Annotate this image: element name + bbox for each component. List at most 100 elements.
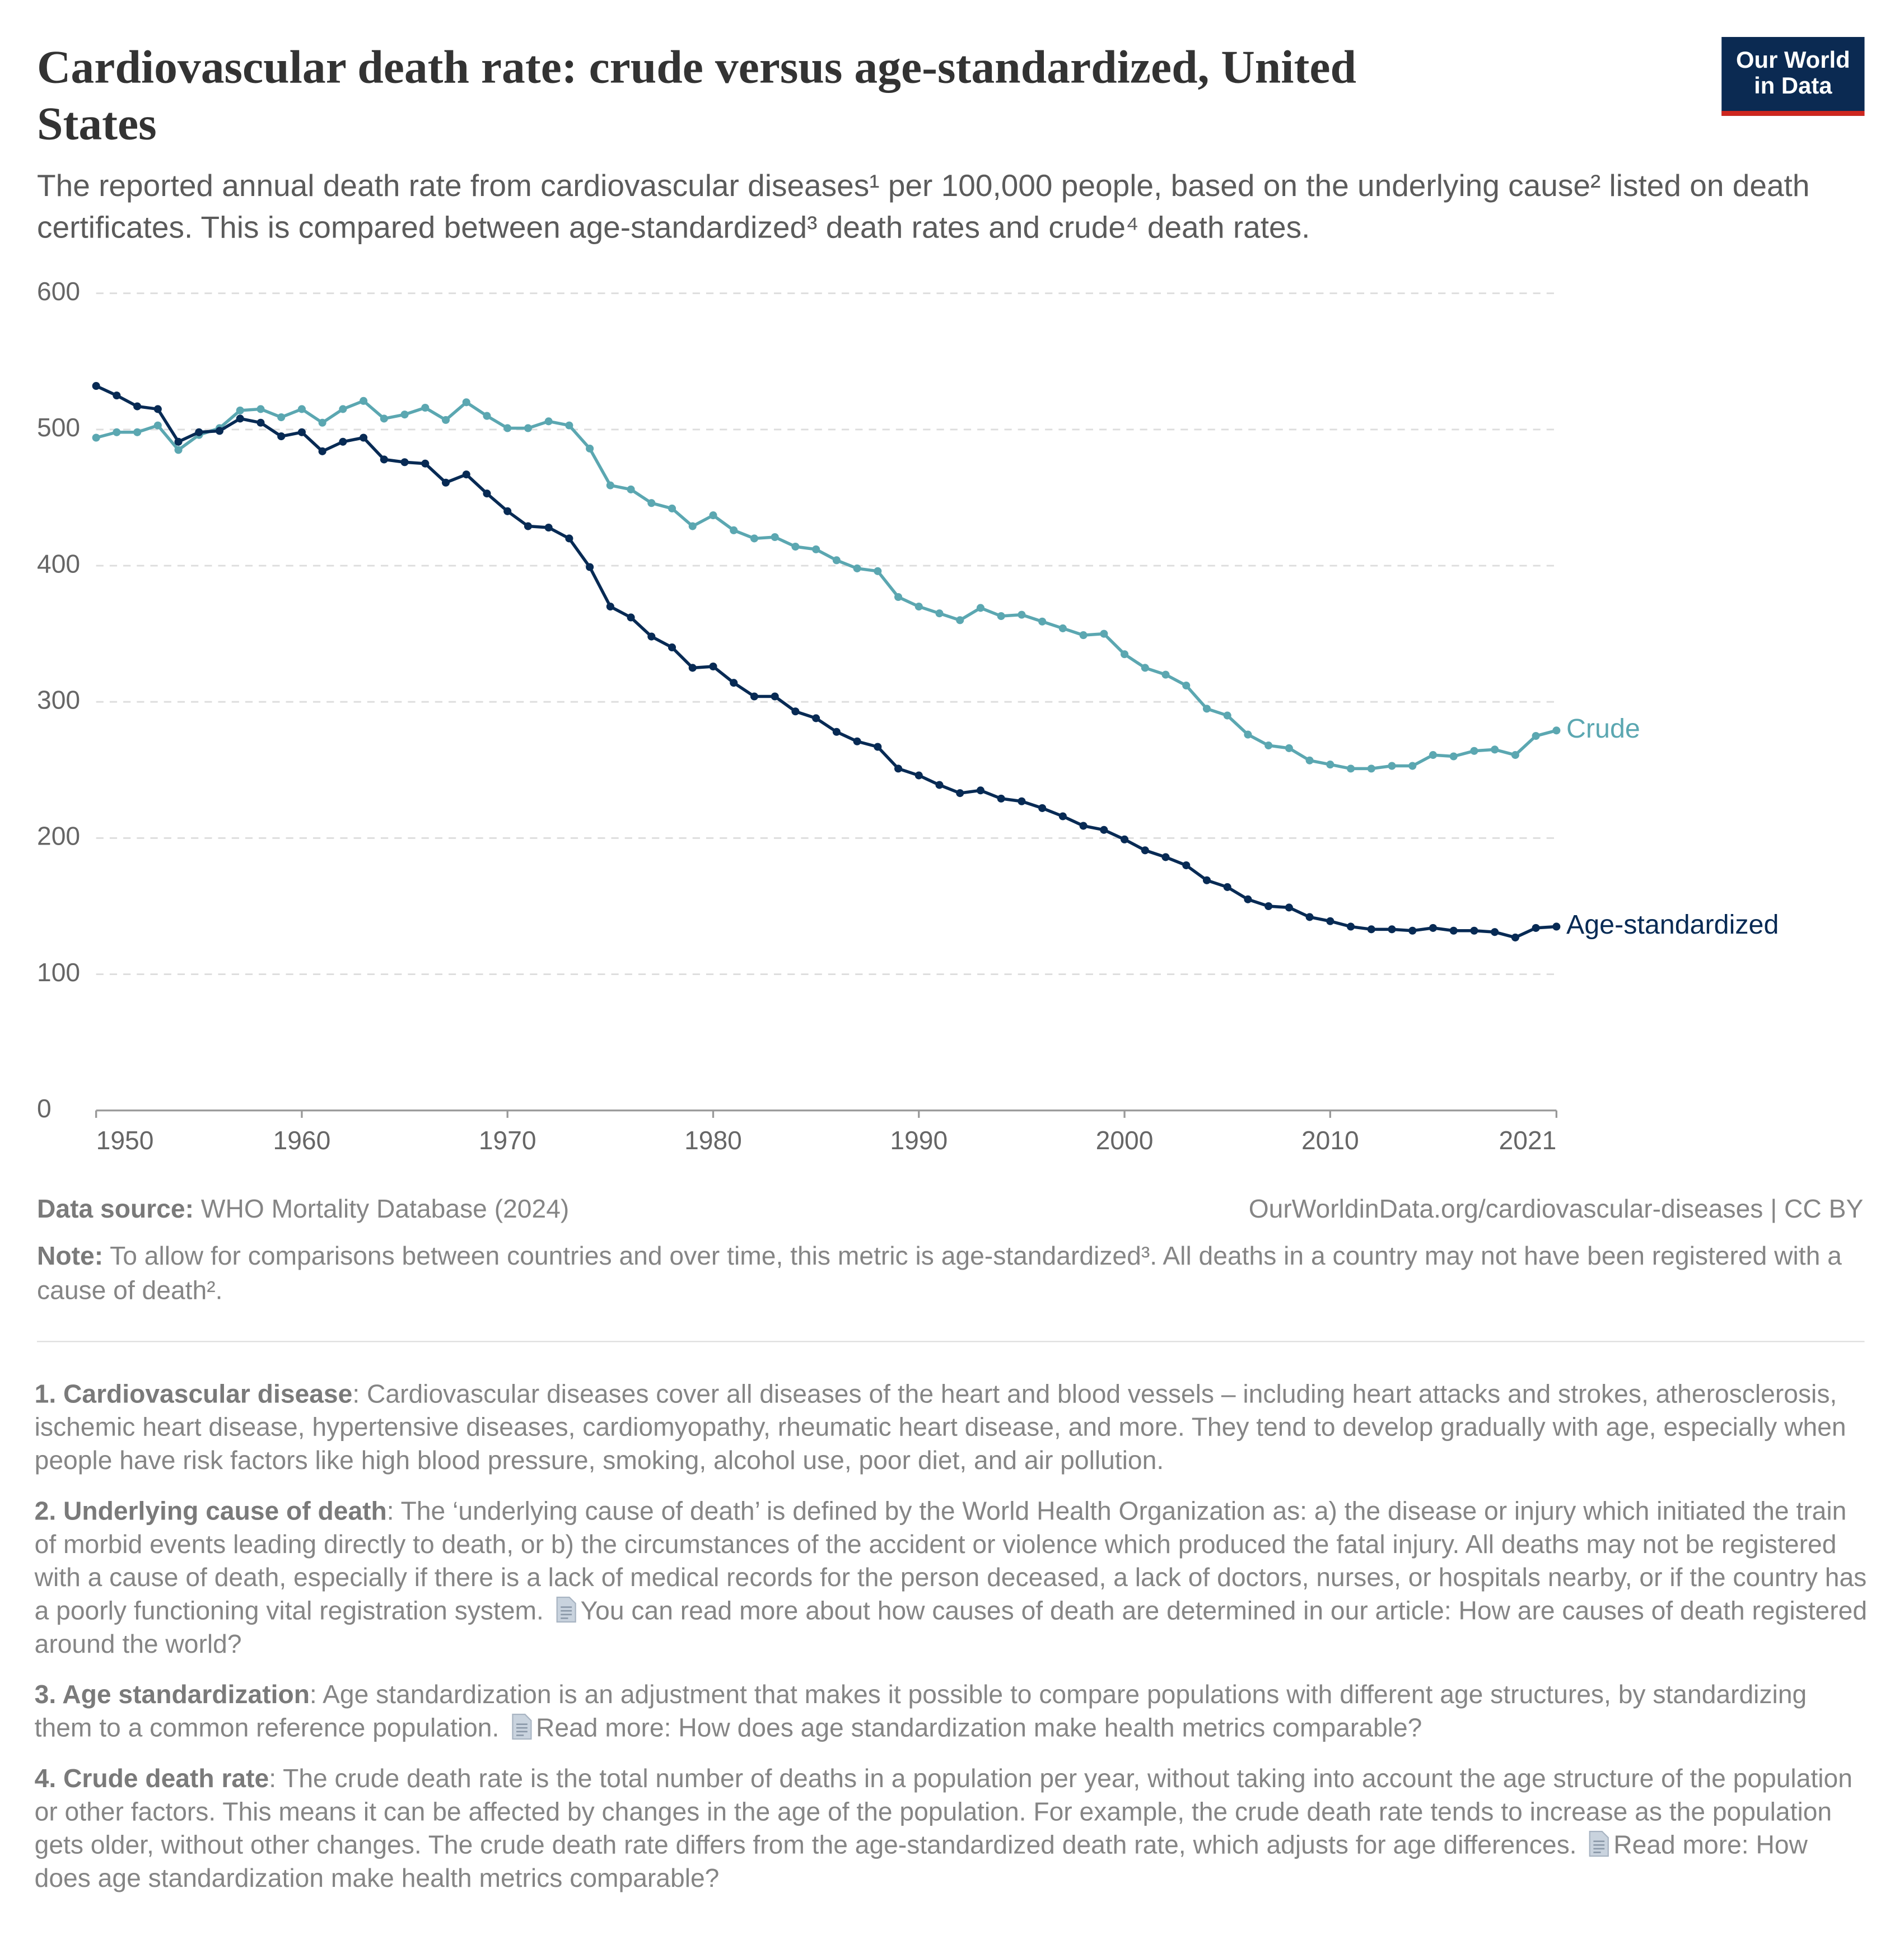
footnote-text: : Age standardization is an adjustment t… [34, 1681, 1807, 1743]
x-tick-label: 1990 [890, 1126, 948, 1155]
point [503, 507, 512, 515]
logo[interactable]: Our World in Data [1721, 37, 1865, 116]
point [627, 613, 635, 622]
point [524, 522, 532, 530]
point [277, 432, 286, 441]
point [688, 664, 697, 672]
point [853, 737, 861, 745]
point [318, 447, 326, 455]
y-tick-label: 600 [37, 277, 80, 306]
point [339, 437, 347, 446]
point [277, 413, 286, 422]
point [709, 511, 717, 520]
point [709, 662, 717, 671]
point [236, 406, 244, 414]
point [1326, 761, 1334, 769]
point [380, 414, 388, 423]
point [976, 604, 985, 612]
point [1552, 922, 1561, 931]
point [297, 428, 306, 436]
point [1038, 804, 1047, 812]
point [750, 692, 758, 701]
point [1079, 631, 1088, 640]
point [565, 534, 573, 543]
point [113, 391, 121, 400]
point [1367, 764, 1375, 773]
footnote-link[interactable]: Read more: How does age standardization … [34, 1831, 1808, 1894]
point [421, 459, 430, 468]
point [1264, 742, 1273, 750]
point [113, 428, 121, 436]
point [360, 397, 368, 405]
point [1347, 922, 1355, 931]
footnote-text: : The ‘underlying cause of death’ is def… [34, 1497, 1867, 1626]
logo-line: Our World [1736, 48, 1850, 74]
footnote: 4. Crude death rate: The crude death rat… [35, 1763, 1871, 1896]
point [997, 794, 1005, 803]
point [1285, 744, 1293, 752]
point [133, 428, 142, 436]
point [1511, 933, 1519, 941]
doc-icon [512, 1713, 532, 1740]
point [1429, 751, 1438, 759]
y-tick-label: 500 [37, 413, 80, 442]
point [256, 418, 265, 427]
point [1018, 610, 1026, 619]
footnote-term: 4. Crude death rate [34, 1765, 269, 1793]
doc-icon [556, 1596, 576, 1623]
point [1182, 861, 1191, 870]
point [832, 556, 841, 565]
point [153, 421, 162, 430]
footnote-link[interactable]: Read more: How does age standardization … [536, 1714, 1422, 1743]
point [1305, 913, 1314, 921]
note-text: To allow for comparisons between countri… [37, 1242, 1842, 1305]
point [215, 427, 224, 435]
point [1470, 926, 1478, 935]
point [771, 533, 779, 542]
separator [37, 1341, 1865, 1342]
y-tick-label: 0 [37, 1094, 52, 1123]
point [92, 382, 100, 390]
point [812, 714, 820, 722]
x-tick-label: 1980 [684, 1126, 742, 1155]
point [1141, 664, 1149, 672]
logo-line: in Data [1754, 74, 1832, 100]
point [874, 743, 882, 751]
x-tick-label: 2010 [1301, 1126, 1359, 1155]
point [730, 526, 738, 534]
point [647, 499, 656, 507]
point [1121, 835, 1129, 843]
footnote-term: 3. Age standardization [34, 1681, 310, 1710]
point [914, 602, 923, 611]
point [771, 692, 779, 701]
point [92, 433, 100, 442]
y-tick-label: 200 [37, 822, 80, 851]
point [1121, 650, 1129, 659]
source-label: Data source: [37, 1195, 194, 1224]
point [976, 786, 985, 795]
point [421, 403, 430, 412]
point [1347, 764, 1355, 773]
line [95, 384, 1557, 939]
url[interactable]: OurWorldinData.org/cardiovascular-diseas… [1248, 1195, 1864, 1224]
point [750, 534, 758, 543]
point [483, 412, 491, 420]
x-tick-label: 2000 [1096, 1126, 1154, 1155]
y-tick-label: 400 [37, 549, 80, 578]
point [1058, 624, 1067, 632]
point [1100, 826, 1108, 834]
point [544, 417, 553, 426]
point [668, 643, 676, 652]
point [935, 781, 944, 789]
point [339, 405, 347, 413]
point [1491, 928, 1499, 936]
footnote-link[interactable]: You can read more about how causes of de… [34, 1597, 1868, 1659]
point [1100, 630, 1108, 638]
point [668, 504, 676, 512]
point [874, 567, 882, 575]
point [1470, 747, 1478, 755]
point [236, 414, 244, 423]
point [360, 433, 368, 442]
